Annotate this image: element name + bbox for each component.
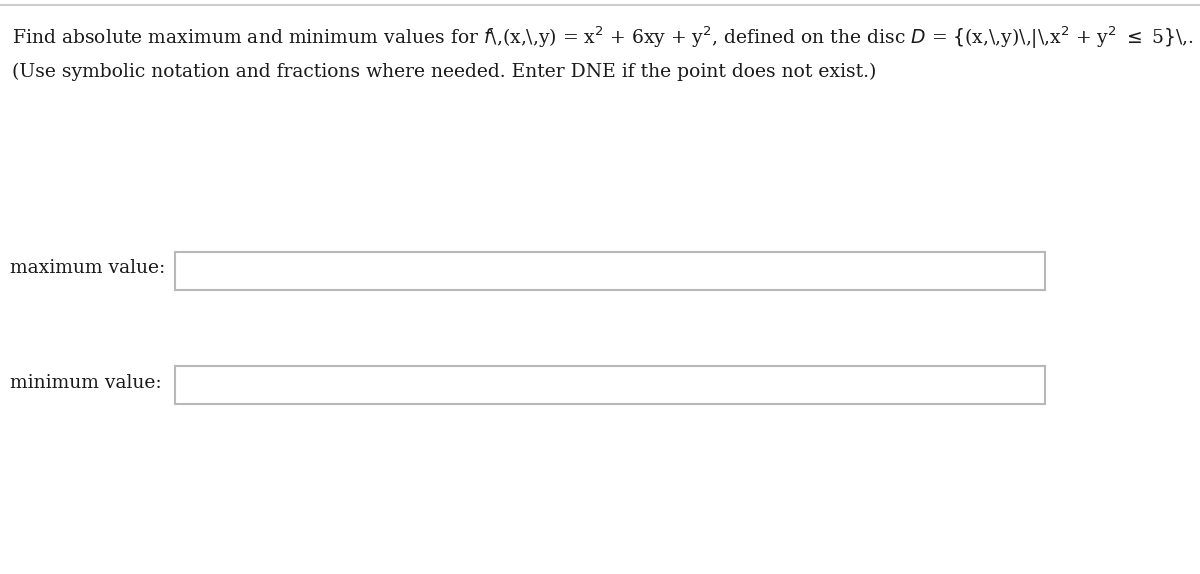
Text: minimum value:: minimum value:	[10, 374, 162, 392]
Bar	[175, 252, 1045, 290]
Text: maximum value:: maximum value:	[10, 259, 166, 277]
Text: Find absolute maximum and minimum values for $f$\,(x,\,y) = x$^2$ + 6xy + y$^2$,: Find absolute maximum and minimum values…	[12, 25, 1194, 51]
Text: (Use symbolic notation and fractions where needed. Enter DNE if the point does n: (Use symbolic notation and fractions whe…	[12, 63, 876, 81]
Bar	[175, 366, 1045, 404]
